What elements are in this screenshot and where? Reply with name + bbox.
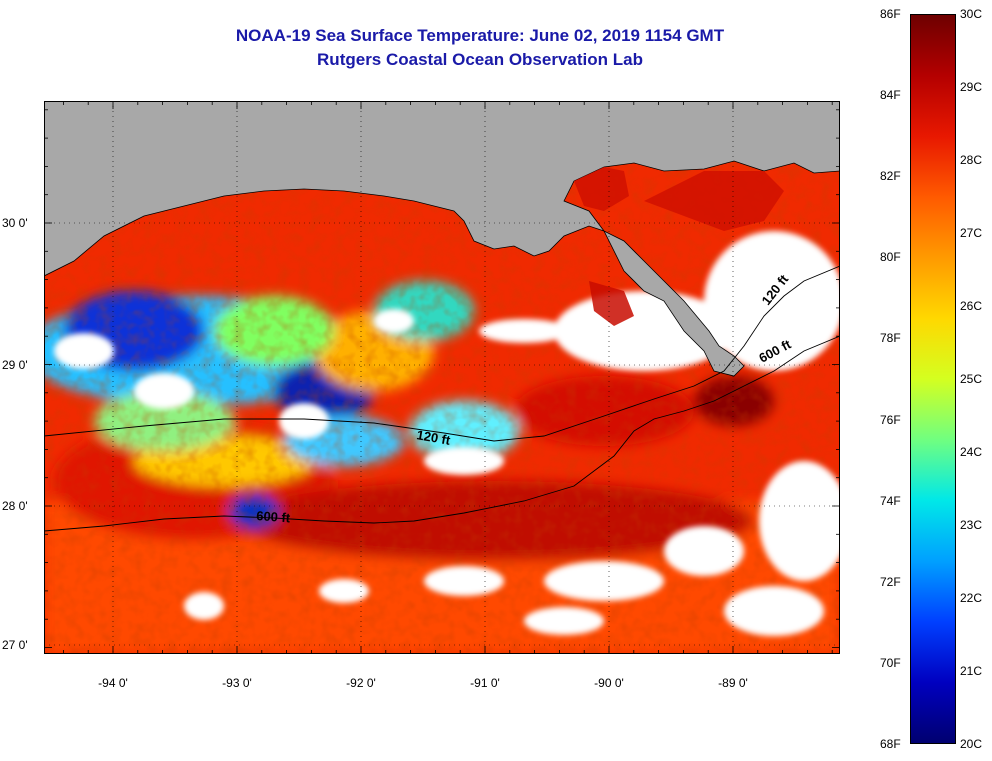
colorbar-fahrenheit-label: 78F (880, 331, 901, 346)
longitude-label: -94 0' (98, 676, 128, 690)
longitude-label: -89 0' (718, 676, 748, 690)
colorbar-fahrenheit-label: 76F (880, 412, 901, 427)
colorbar-celsius-label: 28C (960, 153, 983, 167)
colorbar-celsius-label: 21C (960, 664, 983, 678)
longitude-label: -91 0' (470, 676, 500, 690)
colorbar-fahrenheit-label: 80F (880, 250, 901, 265)
colorbar-celsius-label: 29C (960, 80, 983, 94)
sst-map: 120 ft 600 ft 120 ft 600 ft (44, 101, 840, 654)
latitude-label: 27 0' (2, 638, 28, 652)
delta-south-marsh (589, 281, 634, 326)
colorbar-fahrenheit-label: 84F (880, 88, 901, 103)
contour-label-120ft-offshore: 120 ft (415, 427, 452, 448)
coastline-land (44, 101, 840, 377)
contour-label-600ft-offshore: 600 ft (256, 508, 292, 525)
delta-east-marsh (644, 171, 784, 231)
colorbar-celsius-label: 27C (960, 226, 983, 240)
map-border (44, 101, 840, 654)
colorbar-celsius-label: 20C (960, 737, 983, 751)
contour-120ft-line (44, 265, 840, 442)
colorbar-fahrenheit-label: 72F (880, 574, 901, 589)
longitude-label: -90 0' (594, 676, 624, 690)
longitude-label: -93 0' (222, 676, 252, 690)
colorbar-fahrenheit-label: 68F (880, 737, 901, 751)
colorbar-celsius-label: 22C (960, 591, 983, 605)
contour-600ft-line (44, 335, 840, 532)
delta-marsh (574, 167, 629, 211)
colorbar-fahrenheit-label: 70F (880, 655, 901, 670)
latitude-label: 30 0' (2, 216, 28, 230)
longitude-label: -92 0' (346, 676, 376, 690)
map-subtitle: Rutgers Coastal Ocean Observation Lab (317, 50, 643, 69)
colorbar-celsius-label: 26C (960, 299, 983, 313)
temperature-colorbar (910, 14, 956, 744)
latitude-label: 29 0' (2, 358, 28, 372)
colorbar-celsius-label: 24C (960, 445, 983, 459)
graticule (44, 101, 840, 654)
latitude-label: 28 0' (2, 499, 28, 513)
colorbar-fahrenheit-label: 86F (880, 7, 901, 21)
colorbar-celsius-label: 25C (960, 372, 983, 386)
colorbar-celsius-label: 23C (960, 518, 983, 532)
colorbar-fahrenheit-label: 82F (880, 169, 901, 184)
map-title: NOAA-19 Sea Surface Temperature: June 02… (235, 26, 725, 45)
map-ticks (44, 101, 840, 654)
colorbar-celsius-label: 30C (960, 7, 983, 21)
colorbar-fahrenheit-label: 74F (880, 493, 901, 508)
